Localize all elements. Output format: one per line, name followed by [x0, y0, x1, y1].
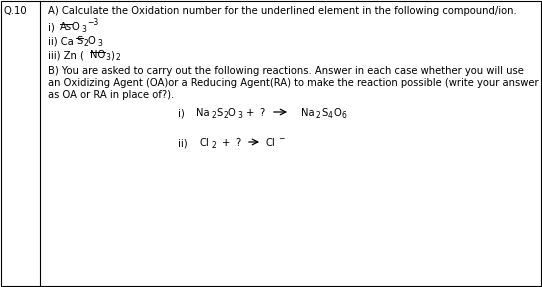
Text: O: O — [228, 108, 236, 118]
Text: ii): ii) — [178, 138, 188, 148]
Text: +: + — [246, 108, 254, 118]
Text: A) Calculate the Oxidation number for the underlined element in the following co: A) Calculate the Oxidation number for th… — [48, 6, 517, 16]
Text: Cl: Cl — [266, 138, 276, 148]
Text: 3: 3 — [105, 53, 110, 62]
Text: 4: 4 — [328, 111, 333, 120]
Text: ?: ? — [235, 138, 240, 148]
Text: S: S — [216, 108, 222, 118]
Text: 3: 3 — [237, 111, 242, 120]
Text: 2: 2 — [316, 111, 321, 120]
Text: NO: NO — [90, 50, 105, 60]
Text: as OA or RA in place of?).: as OA or RA in place of?). — [48, 90, 174, 100]
Text: O: O — [72, 22, 80, 32]
Text: an Oxidizing Agent (OA)or a Reducing Agent(RA) to make the reaction possible (wr: an Oxidizing Agent (OA)or a Reducing Age… — [48, 78, 539, 88]
Text: +: + — [222, 138, 230, 148]
Text: Na: Na — [301, 108, 314, 118]
Text: 2: 2 — [211, 111, 216, 120]
Text: 3: 3 — [97, 39, 102, 48]
Text: 2: 2 — [116, 53, 121, 62]
Text: i): i) — [48, 22, 58, 32]
Text: 2: 2 — [223, 111, 228, 120]
Text: 6: 6 — [342, 111, 347, 120]
Text: Na: Na — [196, 108, 210, 118]
Text: 2: 2 — [212, 141, 217, 150]
Text: O: O — [88, 36, 96, 46]
Text: iii) Zn (: iii) Zn ( — [48, 50, 84, 60]
Text: i): i) — [178, 108, 185, 118]
Text: O: O — [333, 108, 341, 118]
Text: S: S — [321, 108, 327, 118]
Text: ): ) — [110, 50, 114, 60]
Text: 2: 2 — [83, 39, 88, 48]
Text: As: As — [60, 22, 72, 32]
Text: Q.10: Q.10 — [3, 6, 27, 16]
Text: −3: −3 — [87, 18, 98, 27]
Text: B) You are asked to carry out the following reactions. Answer in each case wheth: B) You are asked to carry out the follow… — [48, 66, 524, 76]
Text: ?: ? — [259, 108, 264, 118]
Text: ii) Ca: ii) Ca — [48, 36, 74, 46]
Text: Cl: Cl — [200, 138, 210, 148]
Text: S: S — [76, 36, 82, 46]
Text: −: − — [278, 134, 285, 143]
Text: 3: 3 — [81, 25, 86, 34]
